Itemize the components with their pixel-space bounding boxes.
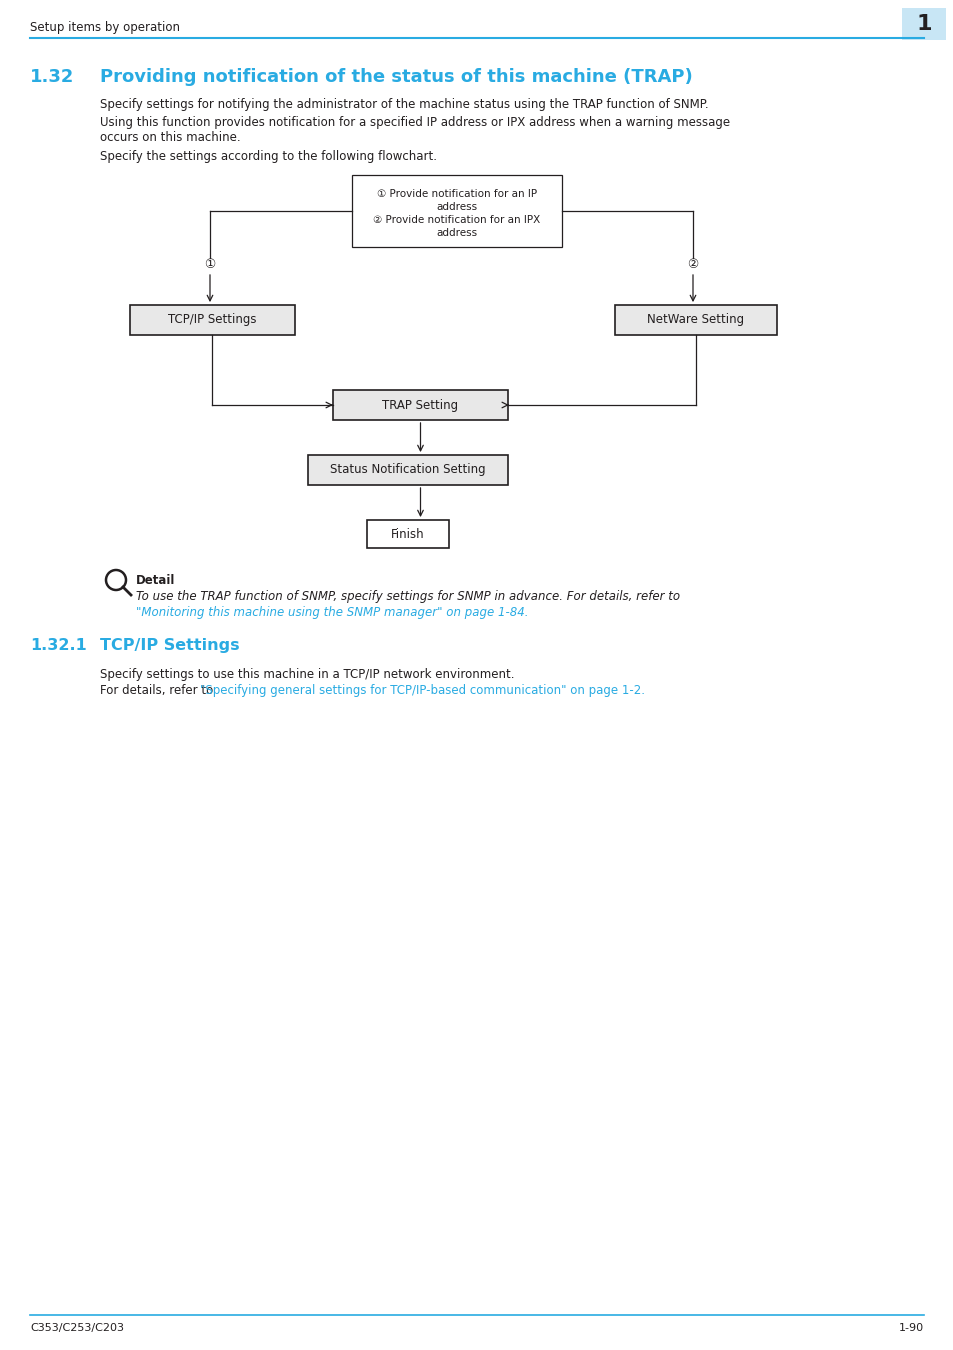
Text: For details, refer to: For details, refer to bbox=[100, 684, 216, 697]
FancyBboxPatch shape bbox=[308, 455, 507, 485]
Text: "Specifying general settings for TCP/IP-based communication" on page 1-2.: "Specifying general settings for TCP/IP-… bbox=[200, 684, 644, 697]
FancyBboxPatch shape bbox=[352, 176, 561, 247]
Text: Setup items by operation: Setup items by operation bbox=[30, 22, 180, 35]
Text: Specify the settings according to the following flowchart.: Specify the settings according to the fo… bbox=[100, 150, 436, 163]
Text: To use the TRAP function of SNMP, specify settings for SNMP in advance. For deta: To use the TRAP function of SNMP, specif… bbox=[136, 590, 679, 603]
FancyBboxPatch shape bbox=[130, 305, 294, 335]
Text: Specify settings for notifying the administrator of the machine status using the: Specify settings for notifying the admin… bbox=[100, 99, 708, 111]
Text: ②: ② bbox=[687, 258, 698, 271]
Text: address: address bbox=[436, 228, 477, 238]
Text: "Monitoring this machine using the SNMP manager" on page 1-84.: "Monitoring this machine using the SNMP … bbox=[136, 606, 528, 620]
Text: Finish: Finish bbox=[391, 528, 424, 540]
Text: TCP/IP Settings: TCP/IP Settings bbox=[168, 313, 256, 327]
Text: address: address bbox=[436, 202, 477, 212]
Text: NetWare Setting: NetWare Setting bbox=[647, 313, 743, 327]
Text: ① Provide notification for an IP: ① Provide notification for an IP bbox=[376, 189, 537, 198]
Text: C353/C253/C203: C353/C253/C203 bbox=[30, 1323, 124, 1332]
Text: TRAP Setting: TRAP Setting bbox=[382, 398, 458, 412]
Text: Providing notification of the status of this machine (TRAP): Providing notification of the status of … bbox=[100, 68, 692, 86]
Text: Specify settings to use this machine in a TCP/IP network environment.: Specify settings to use this machine in … bbox=[100, 668, 514, 680]
FancyBboxPatch shape bbox=[333, 390, 507, 420]
Text: Using this function provides notification for a specified IP address or IPX addr: Using this function provides notificatio… bbox=[100, 116, 729, 144]
Text: Status Notification Setting: Status Notification Setting bbox=[330, 463, 485, 477]
Text: 1-90: 1-90 bbox=[898, 1323, 923, 1332]
FancyBboxPatch shape bbox=[615, 305, 776, 335]
Text: 1.32.1: 1.32.1 bbox=[30, 639, 87, 653]
Text: ② Provide notification for an IPX: ② Provide notification for an IPX bbox=[373, 215, 540, 225]
FancyBboxPatch shape bbox=[367, 520, 449, 548]
Text: Detail: Detail bbox=[136, 574, 175, 587]
FancyBboxPatch shape bbox=[901, 8, 945, 40]
Text: 1: 1 bbox=[915, 14, 931, 34]
Text: TCP/IP Settings: TCP/IP Settings bbox=[100, 639, 239, 653]
Text: 1.32: 1.32 bbox=[30, 68, 74, 86]
Text: ①: ① bbox=[204, 258, 215, 271]
